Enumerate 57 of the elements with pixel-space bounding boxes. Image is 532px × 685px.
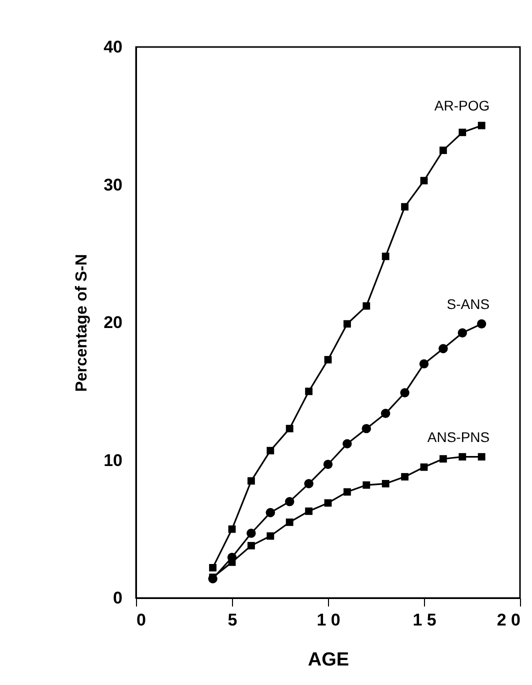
y-tick-label: 30: [104, 175, 122, 194]
point: [476, 319, 486, 328]
point: [286, 424, 294, 432]
point: [458, 453, 466, 461]
point: [458, 328, 468, 338]
point: [228, 525, 236, 533]
point: [439, 146, 447, 154]
point: [401, 203, 409, 210]
point: [227, 552, 237, 562]
series-label: ANS-PNS: [427, 428, 490, 445]
y-tick-label: 20: [104, 313, 122, 332]
point: [458, 128, 466, 136]
point: [304, 479, 314, 488]
point: [478, 453, 486, 461]
point: [324, 499, 332, 507]
point: [401, 473, 409, 480]
x-tick-label: 0: [136, 610, 146, 630]
point: [438, 344, 448, 354]
point: [439, 455, 447, 463]
point: [342, 439, 352, 448]
point: [247, 542, 255, 550]
point: [478, 122, 486, 130]
point: [246, 528, 256, 538]
x-tick-label: 1 5: [412, 610, 436, 630]
y-axis-title: Percentage of S-N: [74, 254, 91, 392]
point: [323, 460, 333, 469]
point: [343, 320, 351, 328]
series-label: AR-POG: [434, 98, 490, 114]
point: [305, 508, 313, 515]
point: [266, 446, 274, 454]
point: [324, 356, 332, 364]
point: [266, 508, 276, 518]
y-tick-label: 10: [104, 450, 122, 470]
point: [247, 477, 255, 485]
point: [286, 518, 294, 526]
point: [305, 388, 313, 396]
y-tick-label: 40: [104, 38, 122, 56]
point: [382, 480, 390, 488]
y-tick-label: 0: [113, 588, 122, 608]
point: [343, 488, 351, 496]
point: [400, 388, 410, 398]
point: [362, 481, 370, 489]
x-tick-label: 5: [228, 610, 238, 630]
point: [380, 408, 390, 418]
point: [284, 496, 294, 506]
point: [382, 252, 390, 260]
point: [362, 302, 370, 310]
series-label: S-ANS: [446, 296, 490, 312]
x-tick-label: 2 0: [496, 610, 520, 630]
point: [420, 176, 428, 184]
x-axis-title: AGE: [308, 650, 350, 670]
point: [362, 424, 372, 434]
point: [266, 532, 274, 540]
point: [419, 359, 429, 368]
point: [420, 463, 428, 471]
x-tick-label: 1 0: [316, 610, 340, 630]
point: [209, 564, 217, 572]
